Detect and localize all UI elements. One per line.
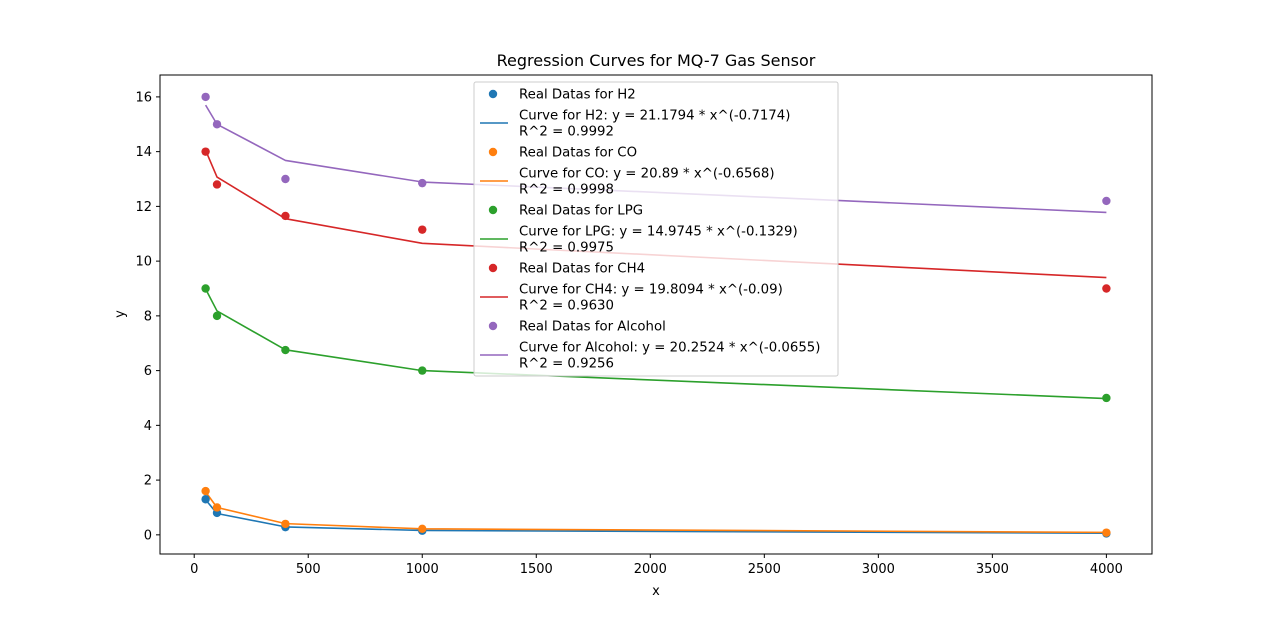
- data-point-co: [201, 486, 210, 496]
- y-tick-label: 16: [135, 90, 152, 105]
- data-point-ch4: [418, 225, 427, 234]
- y-tick-label: 4: [144, 419, 152, 434]
- chart-title: Regression Curves for MQ-7 Gas Sensor: [497, 51, 816, 70]
- data-point-ch4: [201, 147, 210, 156]
- legend-marker-h2: [488, 89, 498, 99]
- legend-label-curve-ch4: Curve for CH4: y = 19.8094 * x^(-0.09): [519, 283, 783, 298]
- data-point-lpg: [212, 311, 222, 321]
- x-tick-label: 2500: [748, 562, 781, 577]
- legend-label-r2-h2: R^2 = 0.9992: [519, 125, 614, 140]
- x-tick-label: 1500: [520, 562, 553, 577]
- legend-label-r2-ch4: R^2 = 0.9630: [519, 299, 614, 314]
- y-tick-label: 8: [144, 309, 152, 324]
- data-point-co: [281, 519, 290, 529]
- legend-label-points-co: Real Datas for CO: [519, 146, 637, 161]
- x-tick-label: 500: [296, 562, 321, 577]
- legend-label-r2-lpg: R^2 = 0.9975: [519, 241, 614, 256]
- data-point-lpg: [201, 284, 210, 293]
- y-tick-label: 14: [135, 145, 152, 160]
- data-point-co: [212, 503, 222, 512]
- y-tick-label: 12: [135, 200, 152, 215]
- legend-label-r2-alcohol: R^2 = 0.9256: [519, 357, 614, 372]
- x-tick-label: 2000: [634, 562, 667, 577]
- data-point-lpg: [418, 366, 427, 375]
- data-point-h2: [201, 495, 210, 504]
- legend-label-curve-co: Curve for CO: y = 20.89 * x^(-0.6568): [519, 167, 775, 182]
- legend: Real Datas for H2 Curve for H2: y = 21.17…: [473, 81, 839, 377]
- y-tick-label: 6: [144, 364, 152, 379]
- x-tick-label: 0: [190, 562, 198, 577]
- legend-label-points-h2: Real Datas for H2: [519, 88, 636, 103]
- legend-label-curve-h2: Curve for H2: y = 21.1794 * x^(-0.7174): [519, 109, 790, 124]
- axis-ticks: 0 500 1000 1500 2000 2500 3000 3500 4000 0 2 4 6 8 10 1…: [135, 90, 1122, 577]
- legend-label-points-ch4: Real Datas for CH4: [519, 262, 645, 277]
- data-point-ch4: [1102, 284, 1111, 293]
- data-point-co: [1102, 528, 1111, 537]
- legend-label-curve-lpg: Curve for LPG: y = 14.9745 * x^(-0.1329): [519, 225, 798, 240]
- legend-marker-alcohol: [488, 321, 498, 331]
- x-tick-label: 3000: [862, 562, 895, 577]
- legend-marker-co: [488, 147, 498, 157]
- data-point-ch4: [281, 211, 290, 221]
- x-tick-label: 4000: [1090, 562, 1123, 577]
- x-axis-label: x: [652, 584, 660, 599]
- legend-marker-lpg: [488, 205, 498, 215]
- data-point-co: [418, 524, 427, 534]
- y-axis-label: y: [113, 310, 128, 318]
- legend-label-curve-alcohol: Curve for Alcohol: y = 20.2524 * x^(-0.0…: [519, 341, 820, 356]
- plot-frame: [159, 74, 1153, 555]
- data-point-ch4: [212, 180, 222, 189]
- legend-marker-ch4: [488, 263, 498, 273]
- data-point-alcohol: [281, 174, 290, 184]
- y-tick-label: 10: [135, 255, 152, 270]
- legend-label-points-lpg: Real Datas for LPG: [519, 204, 643, 219]
- data-point-alcohol: [1102, 196, 1111, 206]
- legend-label-r2-co: R^2 = 0.9998: [519, 183, 614, 198]
- legend-box: [473, 81, 839, 377]
- data-point-alcohol: [201, 92, 210, 102]
- x-tick-label: 3500: [976, 562, 1009, 577]
- x-tick-label: 1000: [406, 562, 439, 577]
- data-point-alcohol: [212, 120, 222, 129]
- data-point-alcohol: [418, 178, 427, 188]
- y-tick-label: 2: [144, 474, 152, 489]
- legend-label-points-alcohol: Real Datas for Alcohol: [519, 320, 666, 335]
- data-point-lpg: [281, 345, 290, 355]
- data-point-lpg: [1102, 393, 1111, 403]
- y-tick-label: 0: [144, 528, 152, 543]
